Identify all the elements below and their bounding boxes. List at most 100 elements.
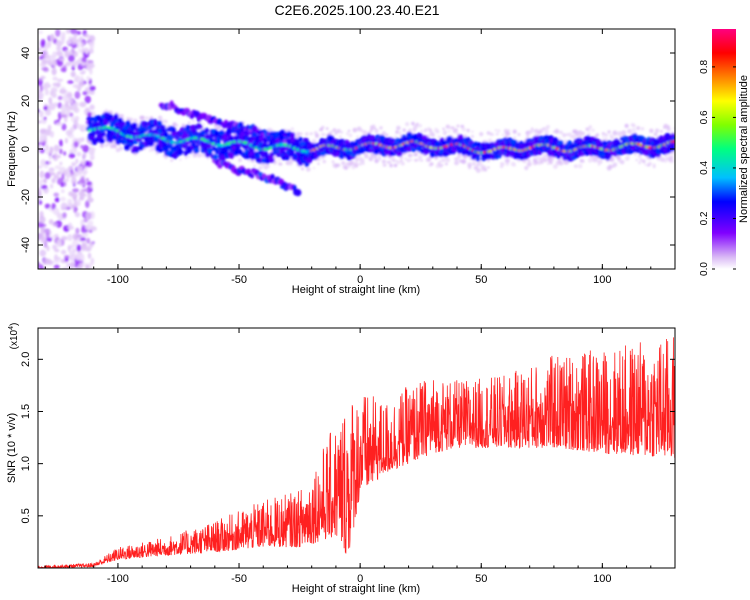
halo-dot	[528, 129, 533, 134]
halo-dot	[663, 123, 669, 129]
halo-dot	[247, 159, 251, 162]
halo-dot	[399, 155, 403, 159]
noise-blob	[89, 241, 94, 246]
halo-dot	[652, 163, 656, 167]
halo-dot	[107, 142, 111, 146]
noise-blob	[53, 144, 60, 152]
noise-blob	[61, 31, 66, 37]
noise-blob	[85, 264, 90, 269]
halo-dot	[538, 128, 544, 134]
halo-dot	[546, 124, 550, 129]
halo-dot	[577, 163, 583, 169]
halo-dot	[120, 114, 124, 118]
noise-blob	[87, 197, 94, 203]
noise-blob	[75, 253, 81, 261]
halo-dot	[428, 128, 433, 133]
ridge-blob	[279, 135, 285, 141]
halo-dot	[413, 152, 418, 157]
noise-blob	[60, 236, 68, 241]
halo-dot	[332, 128, 337, 133]
halo-dot	[607, 130, 611, 134]
noise-blob	[45, 144, 49, 152]
halo-dot	[347, 129, 351, 133]
halo-dot	[172, 122, 177, 127]
halo-dot	[587, 128, 591, 132]
ridge-blob	[161, 128, 167, 133]
halo-dot	[542, 127, 546, 131]
noise-blob	[61, 173, 65, 182]
halo-dot	[311, 139, 317, 144]
ridge-blob	[185, 124, 191, 130]
halo-dot	[362, 162, 365, 165]
noise-blob	[79, 101, 87, 108]
halo-dot	[442, 127, 445, 130]
halo-dot	[487, 159, 490, 163]
noise-blob	[72, 233, 79, 241]
halo-dot	[553, 164, 558, 170]
halo-dot	[601, 132, 605, 136]
halo-dot	[461, 159, 467, 164]
halo-dot	[384, 156, 387, 159]
ridge-blob	[163, 131, 169, 138]
noise-blob	[71, 103, 75, 110]
halo-dot	[344, 166, 348, 170]
halo-dot	[445, 162, 448, 166]
ridge-blob	[197, 124, 203, 130]
halo-dot	[309, 132, 313, 136]
halo-dot	[363, 130, 367, 133]
halo-dot	[530, 127, 534, 130]
noise-blob	[76, 265, 82, 269]
noise-blob	[38, 93, 45, 97]
noise-blob	[81, 157, 86, 166]
noise-blob	[38, 30, 43, 34]
halo-dot	[612, 131, 618, 136]
noise-blob	[39, 110, 44, 118]
noise-blob	[44, 172, 51, 180]
halo-dot	[104, 108, 108, 112]
ridge-blob	[606, 153, 612, 159]
noise-blob	[78, 82, 85, 86]
noise-blob	[76, 244, 82, 252]
noise-blob	[60, 202, 68, 211]
halo-dot	[290, 127, 295, 131]
halo-dot	[666, 127, 671, 132]
noise-blob	[86, 245, 93, 250]
halo-dot	[649, 128, 654, 133]
halo-dot	[610, 135, 614, 140]
halo-dot	[192, 153, 198, 158]
halo-dot	[487, 166, 490, 169]
noise-blob	[44, 45, 48, 53]
halo-dot	[543, 158, 548, 163]
noise-blob	[56, 78, 64, 82]
halo-dot	[487, 138, 493, 143]
halo-dot	[524, 165, 529, 171]
snr-y-multiplier: (x104)	[8, 323, 20, 350]
halo-dot	[394, 135, 397, 138]
halo-dot	[411, 153, 415, 157]
noise-blob	[38, 233, 41, 241]
noise-blob	[50, 183, 54, 189]
noise-blob	[66, 29, 71, 34]
noise-blob	[90, 257, 95, 265]
halo-dot	[346, 132, 349, 136]
noise-blob	[55, 82, 61, 88]
noise-blob	[74, 212, 81, 218]
noise-blob	[55, 220, 63, 228]
halo-dot	[660, 130, 663, 133]
halo-dot	[475, 168, 481, 173]
x-tick-label: -100	[107, 573, 129, 585]
noise-blob	[66, 93, 72, 98]
halo-dot	[526, 133, 530, 137]
noise-blob	[74, 75, 80, 83]
ridge-blob	[298, 136, 303, 143]
halo-dot	[631, 127, 636, 133]
snr-x-label: Height of straight line (km)	[292, 583, 420, 595]
noise-blob	[79, 195, 84, 201]
halo-dot	[596, 133, 599, 137]
ridge-blob	[290, 132, 296, 139]
noise-blob	[71, 126, 75, 133]
noise-blob	[50, 172, 56, 176]
halo-dot	[479, 132, 484, 137]
halo-dot	[484, 168, 488, 172]
halo-dot	[372, 154, 378, 160]
